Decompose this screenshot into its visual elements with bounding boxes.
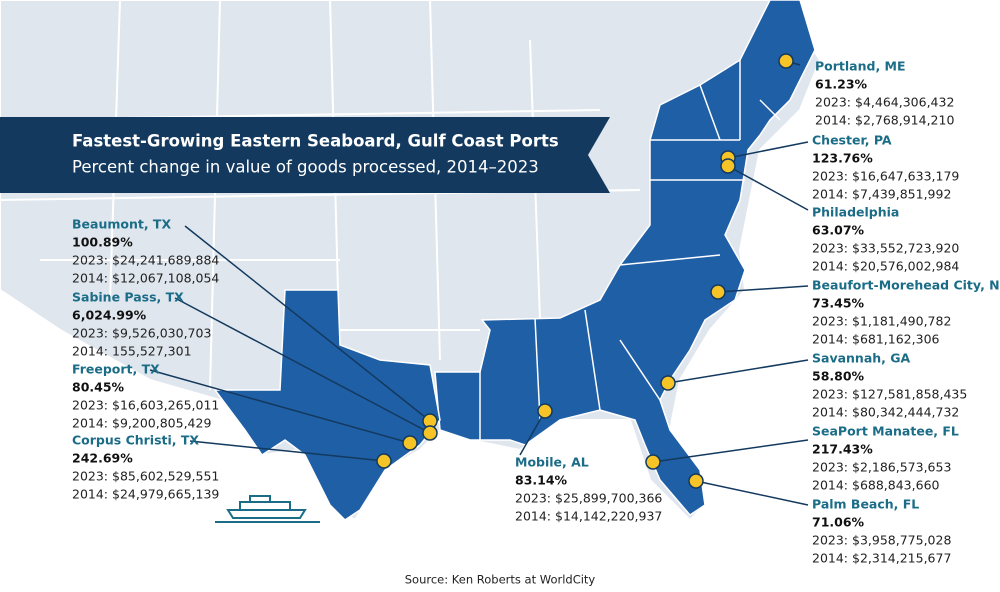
- port-change: 73.45%: [812, 296, 865, 311]
- port-dot: [660, 375, 676, 391]
- port-dot: [778, 53, 794, 69]
- port-name: Freeport, TX: [72, 362, 160, 377]
- port-change: 58.80%: [812, 369, 865, 384]
- port-2023: 2023: $33,552,723,920: [812, 241, 959, 256]
- port-2014: 2014: $20,576,002,984: [812, 259, 959, 274]
- port-2023: 2023: $25,899,700,366: [515, 491, 662, 506]
- port-change: 242.69%: [72, 451, 133, 466]
- port-dot: [422, 425, 438, 441]
- port-2014: 2014: $688,843,660: [812, 478, 940, 493]
- leader-line: [695, 480, 809, 506]
- port-2014: 2014: 155,527,301: [72, 344, 192, 359]
- port-2014: 2014: $7,439,851,992: [812, 187, 951, 202]
- port-2014: 2014: $2,314,215,677: [812, 551, 951, 566]
- title: Fastest-Growing Eastern Seaboard, Gulf C…: [72, 132, 559, 151]
- leader-line: [652, 439, 809, 463]
- port-2023: 2023: $1,181,490,782: [812, 314, 951, 329]
- subtitle: Percent change in value of goods process…: [72, 158, 539, 177]
- port-name: SeaPort Manatee, FL: [812, 424, 959, 439]
- leader-line: [519, 410, 546, 456]
- port-change: 71.06%: [812, 515, 865, 530]
- port-change: 63.07%: [812, 223, 865, 238]
- port-dot: [537, 403, 553, 419]
- port-dot: [376, 453, 392, 469]
- port-dot: [720, 158, 736, 174]
- port-dot: [688, 473, 704, 489]
- port-name: Sabine Pass, TX: [72, 290, 184, 305]
- port-2023: 2023: $85,602,529,551: [72, 469, 219, 484]
- port-2023: 2023: $24,241,689,884: [72, 253, 219, 268]
- port-2014: 2014: $9,200,805,429: [72, 416, 211, 431]
- port-2014: 2014: $2,768,914,210: [815, 113, 954, 128]
- port-2023: 2023: $9,526,030,703: [72, 326, 211, 341]
- port-dot: [645, 454, 661, 470]
- ports: Beaumont, TX 100.89% 2023: $24,241,689,884…: [72, 53, 1000, 566]
- port-dot: [710, 284, 726, 300]
- source: Source: Ken Roberts at WorldCity: [405, 573, 596, 587]
- port-change: 217.43%: [812, 442, 873, 457]
- port-2014: 2014: $80,342,444,732: [812, 405, 959, 420]
- port-name: Savannah, GA: [812, 351, 911, 366]
- port-2023: 2023: $16,647,633,179: [812, 169, 959, 184]
- port-2014: 2014: $14,142,220,937: [515, 509, 662, 524]
- leader-line: [727, 165, 809, 211]
- port-name: Beaufort-Morehead City, NC: [812, 278, 1000, 293]
- port-2023: 2023: $4,464,306,432: [815, 95, 954, 110]
- port-name: Corpus Christi, TX: [72, 433, 199, 448]
- port-change: 61.23%: [815, 77, 868, 92]
- banner-shape: [0, 117, 610, 193]
- port-2023: 2023: $16,603,265,011: [72, 398, 219, 413]
- eastern-states: [434, 0, 816, 516]
- port-name: Chester, PA: [812, 133, 892, 148]
- port-2023: 2023: $127,581,858,435: [812, 387, 967, 402]
- port-change: 100.89%: [72, 235, 133, 250]
- port-name: Portland, ME: [815, 59, 906, 74]
- port-change: 80.45%: [72, 380, 125, 395]
- eastern-state-lines: [479, 60, 781, 440]
- leader-line: [174, 297, 431, 434]
- title-banner: Fastest-Growing Eastern Seaboard, Gulf C…: [0, 117, 610, 193]
- leader-line: [149, 369, 411, 444]
- port-2014: 2014: $12,067,108,054: [72, 271, 219, 286]
- port-2014: 2014: $24,979,665,139: [72, 487, 219, 502]
- port-change: 123.76%: [812, 151, 873, 166]
- port-2023: 2023: $3,958,775,028: [812, 533, 951, 548]
- leader-line: [727, 141, 809, 159]
- ship-icon: [215, 495, 320, 523]
- port-2023: 2023: $2,186,573,653: [812, 460, 951, 475]
- port-2014: 2014: $681,162,306: [812, 332, 940, 347]
- leader-line: [189, 440, 385, 462]
- port-name: Philadelphia: [812, 205, 899, 220]
- port-name: Mobile, AL: [515, 455, 589, 470]
- port-name: Beaumont, TX: [72, 217, 171, 232]
- port-name: Palm Beach, FL: [812, 497, 919, 512]
- port-dot: [402, 435, 418, 451]
- leader-line: [667, 359, 809, 384]
- port-change: 83.14%: [515, 473, 568, 488]
- leader-line: [184, 225, 431, 422]
- port-change: 6,024.99%: [72, 308, 147, 323]
- leader-line: [717, 285, 809, 293]
